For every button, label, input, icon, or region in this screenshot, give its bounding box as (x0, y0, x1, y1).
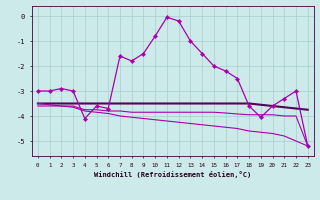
X-axis label: Windchill (Refroidissement éolien,°C): Windchill (Refroidissement éolien,°C) (94, 171, 252, 178)
